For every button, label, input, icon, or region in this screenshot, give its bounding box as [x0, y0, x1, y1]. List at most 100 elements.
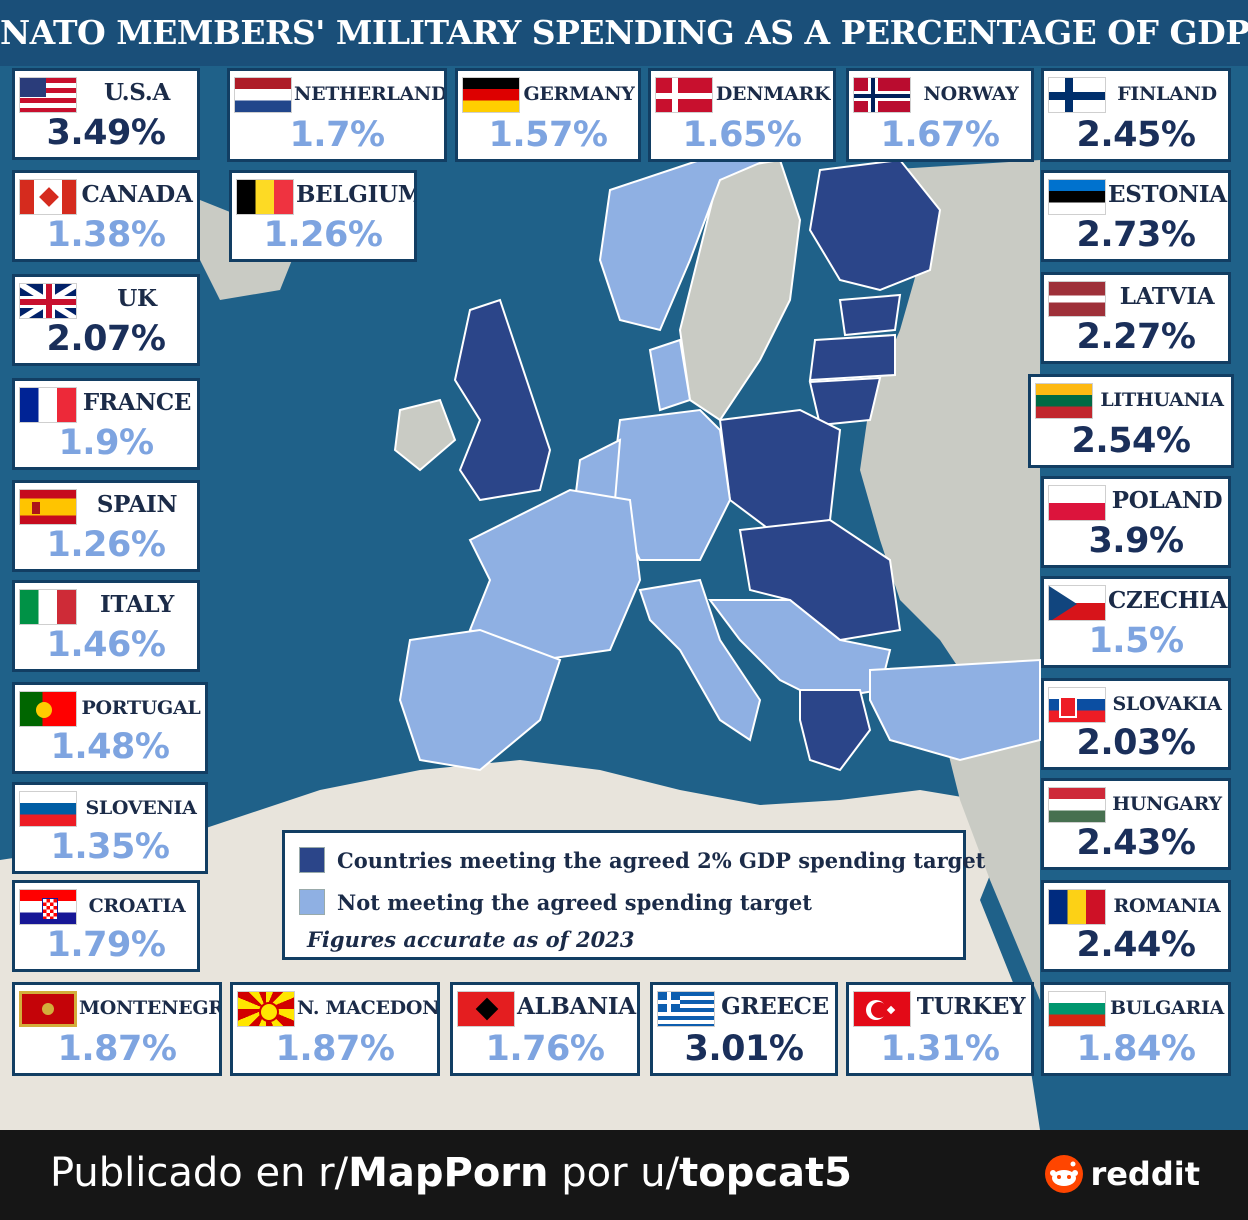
country-card-slovenia: SLOVENIA 1.35%: [12, 782, 208, 874]
spain-flag-icon: [19, 489, 77, 525]
france-shape: [468, 488, 642, 662]
country-value: 1.26%: [263, 215, 383, 255]
latvia-flag-icon: [1048, 281, 1106, 317]
country-name: N. MACEDONIA: [297, 997, 440, 1019]
credit-middle: por u/: [548, 1150, 680, 1196]
country-name: POLAND: [1111, 487, 1223, 514]
country-name: LITHUANIA: [1100, 389, 1224, 411]
country-value: 2.27%: [1076, 317, 1196, 357]
middle-east: [940, 700, 1040, 1000]
country-name: GREECE: [721, 993, 829, 1020]
usa-flag-icon: [19, 77, 77, 113]
credit-prefix: Publicado en r/: [50, 1150, 349, 1196]
footer-bar: Publicado en r/MapPorn por u/topcat5 red…: [0, 1130, 1248, 1220]
italy-shape: [638, 578, 762, 742]
country-name: CZECHIA: [1108, 587, 1228, 614]
country-name: PORTUGAL: [81, 697, 201, 719]
country-name: U.S.A: [103, 79, 171, 106]
slovenia-flag-icon: [19, 791, 77, 827]
reddit-brand[interactable]: reddit: [1044, 1154, 1200, 1194]
country-card-belgium: BELGIUM 1.26%: [229, 170, 417, 262]
country-name: NETHERLANDS: [294, 83, 447, 105]
turkey-flag-icon: [853, 991, 911, 1027]
finland-shape: [808, 158, 942, 292]
country-card-poland: POLAND 3.9%: [1041, 476, 1231, 568]
country-name: CROATIA: [88, 895, 186, 917]
country-name: ALBANIA: [517, 993, 636, 1020]
country-value: 1.7%: [289, 115, 385, 155]
uk-flag-icon: [19, 283, 77, 319]
country-value: 2.07%: [46, 319, 166, 359]
sweden: [678, 158, 802, 422]
country-name: GERMANY: [523, 83, 635, 105]
country-value: 1.48%: [50, 727, 170, 767]
italy-flag-icon: [19, 589, 77, 625]
country-card-greece: GREECE 3.01%: [650, 982, 838, 1076]
user-link[interactable]: topcat5: [679, 1150, 852, 1196]
country-value: 1.57%: [488, 115, 608, 155]
legend-label-not-meeting: Not meeting the agreed spending target: [337, 889, 812, 915]
country-name: SLOVAKIA: [1112, 693, 1222, 715]
finland-flag-icon: [1048, 77, 1106, 113]
country-card-estonia: ESTONIA 2.73%: [1041, 170, 1231, 262]
lithuania-flag-icon: [1035, 383, 1093, 419]
country-value: 1.9%: [58, 423, 154, 463]
country-card-montenegro: MONTENEGRO 1.87%: [12, 982, 222, 1076]
country-card-hungary: HUNGARY 2.43%: [1041, 778, 1231, 870]
russia-belarus-ukraine: [860, 160, 1040, 760]
ireland-shape: [393, 398, 457, 472]
denmark-shape: [648, 338, 692, 412]
country-name: UK: [117, 285, 157, 312]
country-value: 2.45%: [1076, 115, 1196, 155]
country-name: ITALY: [99, 591, 175, 618]
credit-text: Publicado en r/MapPorn por u/topcat5: [50, 1150, 852, 1196]
romania-flag-icon: [1048, 889, 1106, 925]
czechia-flag-icon: [1048, 585, 1106, 621]
infographic: NATO MEMBERS' MILITARY SPENDING AS A PER…: [0, 0, 1248, 1130]
country-name: HUNGARY: [1112, 793, 1222, 815]
poland-flag-icon: [1048, 485, 1106, 521]
reddit-logo-icon: [1045, 1155, 1084, 1193]
belgium-flag-icon: [236, 179, 294, 215]
country-card-canada: CANADA 1.38%: [12, 170, 200, 262]
country-card-romania: ROMANIA 2.44%: [1041, 880, 1231, 972]
greece-flag-icon: [657, 991, 715, 1027]
country-value: 1.38%: [46, 215, 166, 255]
country-card-portugal: PORTUGAL 1.48%: [12, 682, 208, 774]
country-value: 1.5%: [1088, 621, 1184, 661]
country-name: ROMANIA: [1113, 895, 1221, 917]
uk-shape: [453, 298, 552, 502]
estonia-shape: [838, 293, 902, 337]
portugal-flag-icon: [19, 691, 77, 727]
slovakia-flag-icon: [1048, 687, 1106, 723]
map-title: NATO MEMBERS' MILITARY SPENDING AS A PER…: [0, 0, 1248, 66]
croatia-flag-icon: [19, 889, 77, 925]
country-value: 1.84%: [1076, 1029, 1196, 1069]
turkey-shape: [869, 658, 1041, 762]
country-value: 1.76%: [485, 1029, 605, 1069]
country-name: LATVIA: [1119, 283, 1215, 310]
country-card-croatia: CROATIA 1.79%: [12, 880, 200, 972]
netherlands-flag-icon: [234, 77, 292, 113]
country-value: 1.79%: [46, 925, 166, 965]
subreddit-link[interactable]: MapPorn: [348, 1150, 549, 1196]
central-east-shape: [738, 518, 902, 642]
country-value: 1.26%: [46, 525, 166, 565]
country-card-italy: ITALY 1.46%: [12, 580, 200, 672]
country-card-uk: UK 2.07%: [12, 274, 200, 366]
legend: Countries meeting the agreed 2% GDP spen…: [282, 830, 985, 960]
germany-flag-icon: [462, 77, 520, 113]
country-value: 2.03%: [1076, 723, 1196, 763]
canada-flag-icon: [19, 179, 77, 215]
country-card-turkey: TURKEY 1.31%: [846, 982, 1034, 1076]
country-card-finland: FINLAND 2.45%: [1041, 68, 1231, 162]
country-card-albania: ALBANIA 1.76%: [450, 982, 640, 1076]
greece-shape: [799, 689, 872, 772]
country-value: 2.73%: [1076, 215, 1196, 255]
country-name: MONTENEGRO: [79, 997, 219, 1019]
country-name: TURKEY: [916, 993, 1026, 1020]
country-name: FRANCE: [82, 389, 192, 416]
country-name: CANADA: [81, 181, 193, 208]
country-card-denmark: DENMARK 1.65%: [648, 68, 836, 162]
country-value: 1.46%: [46, 625, 166, 665]
